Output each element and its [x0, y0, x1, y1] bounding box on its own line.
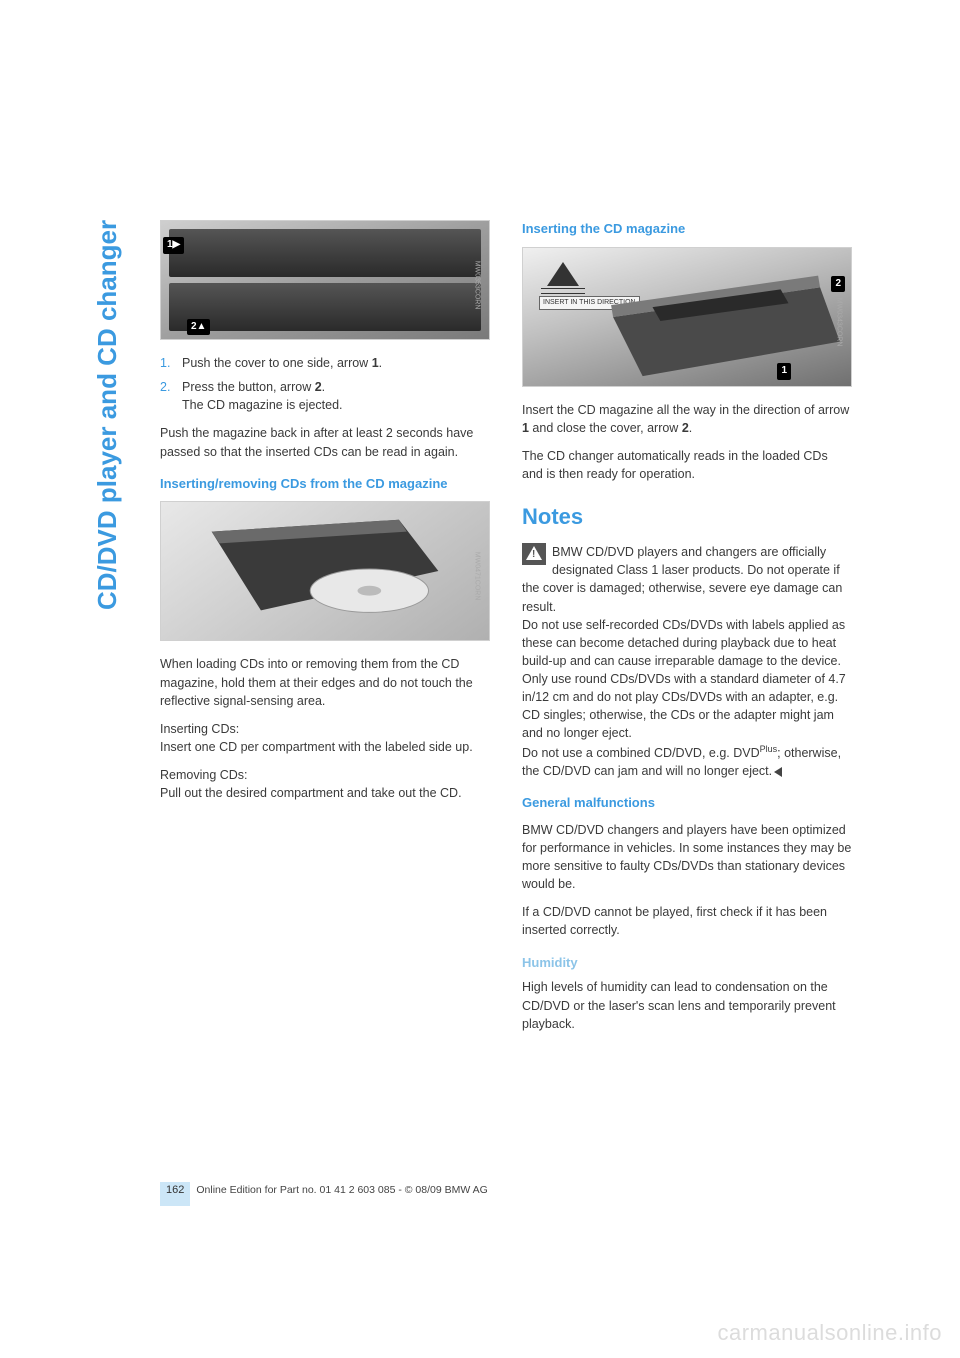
step-1: 1. Push the cover to one side, arrow 1. [160, 354, 490, 372]
t: Insert one CD per compartment with the l… [160, 740, 473, 754]
t: Plus [760, 744, 778, 754]
insert-illustration [523, 248, 851, 386]
t: The CD magazine is ejected. [182, 398, 343, 412]
figure-code: MW0471CORN [472, 552, 482, 601]
t: Removing CDs: [160, 768, 248, 782]
t: Press the button, arrow [182, 380, 315, 394]
step-2: 2. Press the button, arrow 2. The CD mag… [160, 378, 490, 414]
t: Only use round CDs/DVDs with a standard … [522, 672, 846, 740]
heading-general-malfunctions: General malfunctions [522, 794, 852, 813]
heading-insert-magazine: Inserting the CD magazine [522, 220, 852, 239]
t: . [379, 356, 382, 370]
two-column-layout: 1▶ 2▲ MW0353CORN 1. Push the cover to on… [160, 220, 870, 1043]
paragraph: High levels of humidity can lead to cond… [522, 978, 852, 1032]
footer-text: Online Edition for Part no. 01 41 2 603 … [196, 1184, 487, 1196]
warning-icon [522, 543, 546, 565]
t: . [689, 421, 692, 435]
end-caution-icon [774, 767, 782, 777]
heading-humidity: Humidity [522, 954, 852, 973]
magazine-illustration [161, 502, 489, 640]
step-number: 2. [160, 378, 174, 414]
t: Insert the CD magazine all the way in th… [522, 403, 849, 417]
t: Push the cover to one side, arrow [182, 356, 372, 370]
left-column: 1▶ 2▲ MW0353CORN 1. Push the cover to on… [160, 220, 490, 1043]
paragraph: When loading CDs into or removing them f… [160, 655, 490, 709]
step-number: 1. [160, 354, 174, 372]
steps-list: 1. Push the cover to one side, arrow 1. … [160, 354, 490, 414]
t: BMW CD/DVD players and changers are offi… [522, 545, 842, 613]
t: 1 [522, 421, 529, 435]
t: 2 [682, 421, 689, 435]
page-footer: 162 Online Edition for Part no. 01 41 2 … [160, 1182, 488, 1206]
arrow-2-badge: 2 [831, 276, 845, 293]
t: Do not use self-recorded CDs/DVDs with l… [522, 618, 845, 668]
paragraph: If a CD/DVD cannot be played, first chec… [522, 903, 852, 939]
figure-cd-changer: 1▶ 2▲ MW0353CORN [160, 220, 490, 340]
t: and close the cover, arrow [529, 421, 682, 435]
paragraph: Push the magazine back in after at least… [160, 424, 490, 460]
figure-insert-magazine: INSERT IN THIS DIRECTION 2 1 MW0343CORN [522, 247, 852, 387]
arrow-2-badge: 2▲ [187, 319, 210, 336]
paragraph: Insert the CD magazine all the way in th… [522, 401, 852, 437]
t: 2 [315, 380, 322, 394]
t: Pull out the desired compartment and tak… [160, 786, 462, 800]
changer-bottom-unit: 2▲ [169, 283, 481, 331]
paragraph-removing: Removing CDs: Pull out the desired compa… [160, 766, 490, 802]
heading-notes: Notes [522, 501, 852, 533]
paragraph: BMW CD/DVD changers and players have bee… [522, 821, 852, 894]
heading-insert-remove: Inserting/removing CDs from the CD magaz… [160, 475, 490, 494]
arrow-1-badge: 1▶ [163, 237, 184, 254]
changer-top-unit: 1▶ [169, 229, 481, 277]
step-text: Press the button, arrow 2. The CD magazi… [182, 378, 343, 414]
t: Do not use a combined CD/DVD, e.g. DVD [522, 746, 760, 760]
step-text: Push the cover to one side, arrow 1. [182, 354, 382, 372]
page-number: 162 [160, 1182, 190, 1206]
figure-code: MW0343CORN [834, 298, 844, 347]
watermark: carmanualsonline.info [717, 1320, 942, 1346]
t: 1 [372, 356, 379, 370]
warning-paragraph: BMW CD/DVD players and changers are offi… [522, 543, 852, 780]
right-column: Inserting the CD magazine INSERT IN THIS… [522, 220, 852, 1043]
t: . [322, 380, 325, 394]
paragraph-inserting: Inserting CDs: Insert one CD per compart… [160, 720, 490, 756]
figure-cd-magazine: MW0471CORN [160, 501, 490, 641]
paragraph: The CD changer automatically reads in th… [522, 447, 852, 483]
figure-code: MW0353CORN [472, 261, 482, 310]
t: Inserting CDs: [160, 722, 239, 736]
page-content: 1▶ 2▲ MW0353CORN 1. Push the cover to on… [90, 220, 870, 1043]
arrow-1-badge: 1 [777, 363, 791, 380]
